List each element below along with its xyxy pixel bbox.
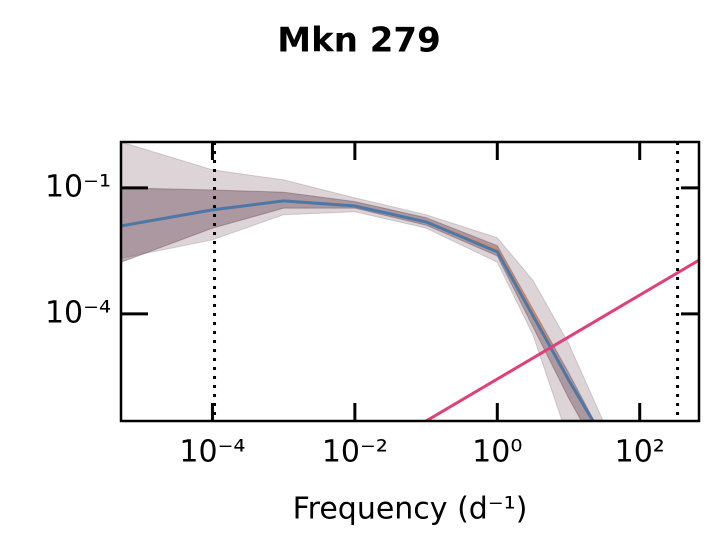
x-tick-label: 10⁻² [322, 435, 388, 470]
y-tick-label: 10⁻⁴ [45, 295, 111, 330]
series-line [121, 199, 595, 421]
x-tick-label: 10⁻⁴ [179, 435, 245, 470]
confidence-band [121, 142, 604, 421]
x-tick-label: 10² [615, 435, 665, 470]
x-tick-label: 10⁰ [472, 435, 522, 470]
confidence-band [121, 187, 595, 421]
series-line [425, 258, 699, 421]
chart-title: Mkn 279 [277, 21, 440, 61]
plot-frame [119, 140, 701, 423]
plot-area [121, 142, 699, 421]
y-tick-label: 10⁻¹ [45, 169, 111, 204]
x-axis-label: Frequency (d⁻¹) [293, 492, 528, 527]
